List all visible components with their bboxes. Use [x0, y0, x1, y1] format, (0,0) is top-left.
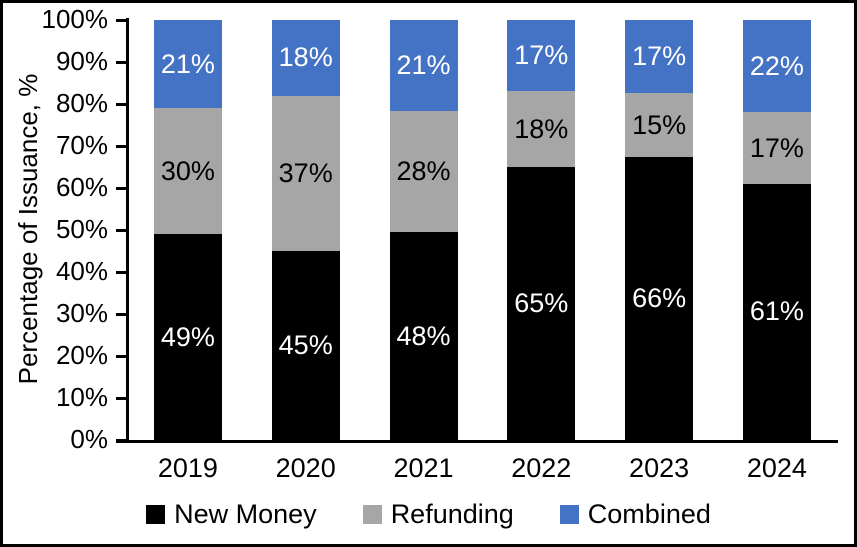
y-tick-label: 50% [55, 213, 108, 244]
legend-label: New Money [174, 499, 317, 529]
new-money-swatch-icon [146, 505, 166, 524]
bar-segment: 61% [742, 183, 811, 440]
y-tick-mark [116, 229, 126, 232]
bar-data-label: 37% [278, 157, 333, 188]
bar-data-label: 22% [749, 50, 804, 81]
legend-item-new-money: New Money [146, 499, 317, 530]
x-tick-label: 2024 [746, 453, 807, 483]
legend-label: Combined [587, 499, 711, 529]
y-tick-mark [116, 145, 126, 148]
bar-segment: 28% [389, 110, 458, 233]
y-tick-label: 70% [55, 129, 108, 160]
bar-data-label: 15% [632, 109, 687, 140]
y-tick-mark [116, 439, 126, 442]
bar-segment: 17% [625, 20, 694, 93]
bar-data-label: 17% [749, 132, 804, 163]
y-tick-mark [116, 397, 126, 400]
y-tick-label: 80% [55, 87, 108, 118]
y-axis-line [126, 18, 129, 443]
x-tick-label: 2021 [393, 453, 454, 483]
x-tick-label: 2020 [275, 453, 336, 483]
bar-segment: 37% [271, 95, 340, 251]
bar-segment: 45% [271, 251, 340, 440]
bar-segment: 30% [153, 108, 222, 235]
bar-data-label: 45% [278, 330, 333, 360]
y-tick-mark [116, 103, 126, 106]
y-tick-mark [116, 313, 126, 316]
legend-item-refunding: Refunding [362, 499, 514, 530]
y-tick-label: 90% [55, 45, 108, 76]
bar-segment: 18% [271, 20, 340, 96]
bar-data-label: 65% [514, 288, 569, 318]
combined-swatch-icon [559, 505, 579, 524]
bar-data-label: 49% [160, 321, 215, 352]
bar-data-label: 21% [396, 49, 451, 80]
y-tick-label: 100% [41, 3, 109, 34]
bar-data-label: 48% [396, 320, 451, 351]
x-tick-label: 2022 [511, 453, 572, 483]
bar-segment: 17% [507, 20, 576, 92]
bar-data-label: 21% [160, 48, 215, 79]
bar-segment: 21% [153, 20, 222, 109]
x-axis-line [116, 440, 838, 443]
bar-segment: 18% [507, 91, 576, 167]
x-tick-label: 2019 [157, 453, 218, 483]
legend: New Money Refunding Combined [3, 499, 854, 530]
y-tick-mark [116, 61, 126, 64]
bar-segment: 49% [153, 234, 222, 440]
bar-segment: 21% [389, 20, 458, 111]
bar-data-label: 18% [278, 42, 333, 73]
bar-segment: 65% [507, 167, 576, 440]
y-tick-label: 20% [55, 339, 108, 370]
bar-data-label: 28% [396, 155, 451, 186]
bar-data-label: 61% [749, 296, 804, 327]
y-tick-mark [116, 355, 126, 358]
bar-segment: 15% [625, 92, 694, 158]
bar-data-label: 30% [160, 155, 215, 186]
legend-item-combined: Combined [559, 499, 711, 530]
x-tick-label: 2023 [629, 453, 690, 483]
legend-label: Refunding [390, 499, 514, 529]
y-tick-mark [116, 271, 126, 274]
y-tick-label: 60% [55, 171, 108, 202]
y-tick-label: 10% [55, 381, 108, 412]
bar-data-label: 17% [514, 40, 569, 71]
y-tick-label: 0% [70, 423, 108, 454]
bar-data-label: 18% [514, 113, 569, 144]
y-tick-mark [116, 187, 126, 190]
bar-segment: 66% [625, 157, 694, 440]
bar-segment: 17% [742, 112, 811, 184]
bar-segment: 48% [389, 232, 458, 440]
y-tick-mark [116, 19, 126, 22]
y-tick-label: 40% [55, 255, 108, 286]
y-tick-label: 30% [55, 297, 108, 328]
bar-data-label: 17% [632, 40, 687, 71]
refunding-swatch-icon [362, 505, 382, 524]
bar-segment: 22% [742, 20, 811, 113]
bar-data-label: 66% [632, 283, 687, 314]
